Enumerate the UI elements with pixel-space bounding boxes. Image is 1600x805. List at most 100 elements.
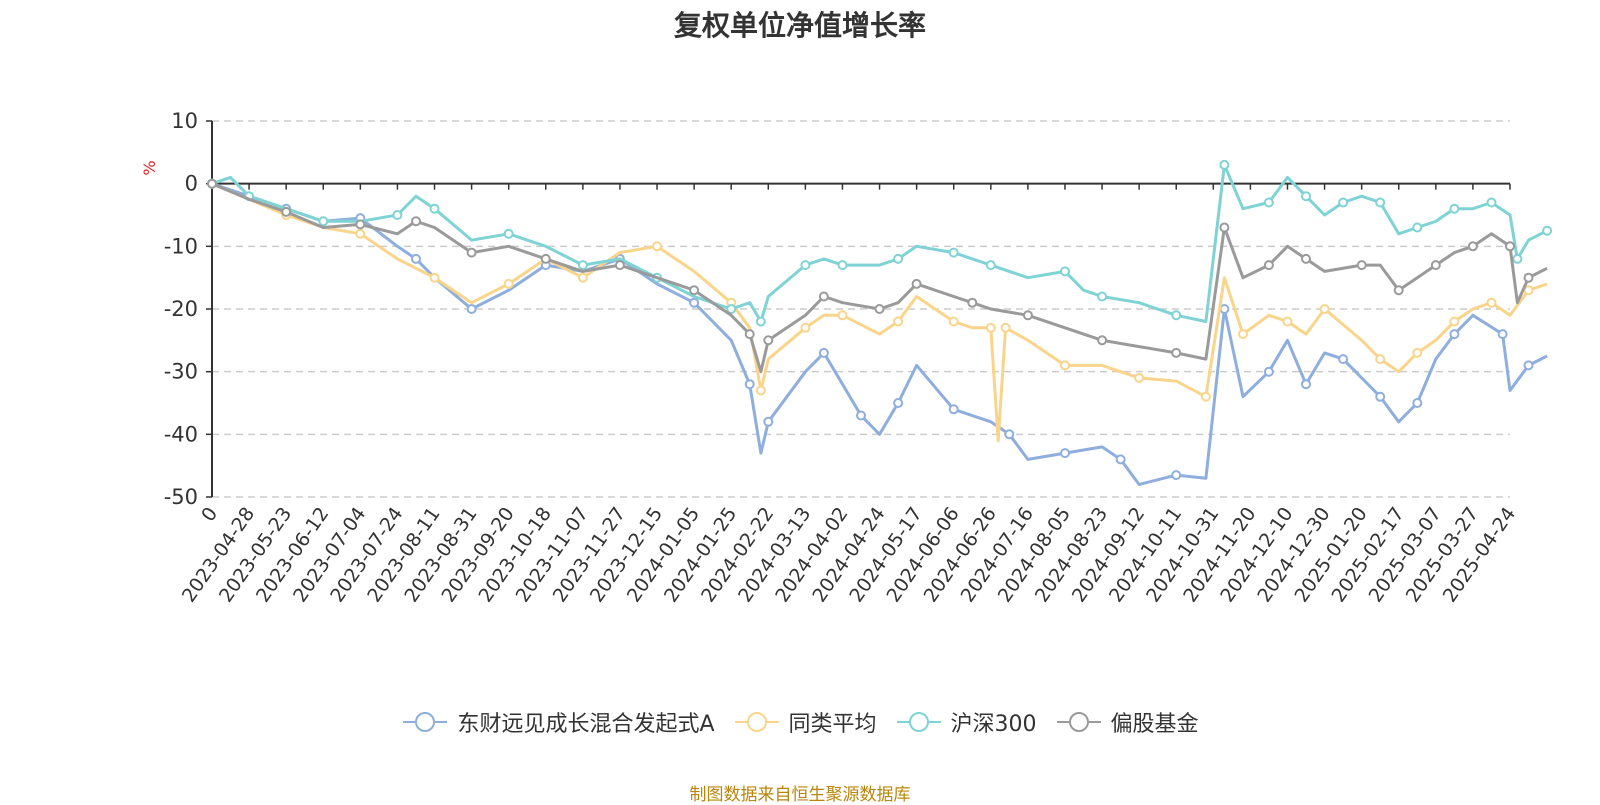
y-axis-label: % <box>140 160 159 175</box>
series-point <box>1219 159 1230 170</box>
series-point <box>755 385 766 396</box>
source-note: 制图数据来自恒生聚源数据库 <box>689 785 911 805</box>
legend-item[interactable]: 同类平均 <box>733 706 877 738</box>
series-point <box>1486 197 1497 208</box>
series-point <box>614 260 625 271</box>
series-point <box>967 297 978 308</box>
legend-label: 同类平均 <box>788 712 877 737</box>
y-tick-label: -50 <box>164 485 198 509</box>
series-point <box>837 260 848 271</box>
series-point <box>1375 391 1386 402</box>
legend-item[interactable]: 东财远见成长混合发起式A <box>401 706 715 738</box>
legend-swatch-marker <box>908 712 929 732</box>
legend-swatch-marker <box>415 712 436 732</box>
series-point <box>503 228 514 239</box>
series-point <box>503 278 514 289</box>
series-point <box>689 297 700 308</box>
series-point <box>1449 329 1460 340</box>
legend: 东财远见成长混合发起式A 同类平均 沪深300 偏股基金 <box>0 706 1600 738</box>
series-point <box>1319 304 1330 314</box>
series-point <box>1263 260 1274 271</box>
series-point <box>1338 197 1349 208</box>
series-point <box>1505 241 1515 252</box>
grid-layer <box>212 120 1510 498</box>
legend-item[interactable]: 沪深300 <box>895 706 1037 738</box>
legend-label: 东财远见成长混合发起式A <box>457 712 715 737</box>
legend-label: 沪深300 <box>950 712 1037 737</box>
series-point <box>1512 253 1523 264</box>
series-point <box>1219 304 1230 314</box>
series-point <box>1263 197 1274 208</box>
series-point <box>1263 366 1274 377</box>
series-point <box>1200 391 1211 402</box>
series-point <box>355 228 366 239</box>
series-point <box>1523 360 1534 371</box>
series-point <box>392 210 403 220</box>
series-point <box>466 247 477 258</box>
series-point <box>207 178 217 189</box>
legend-swatch <box>1056 712 1101 732</box>
y-tick-label: 10 <box>171 109 198 133</box>
y-tick-label: -40 <box>164 422 198 446</box>
series-point <box>1060 448 1070 459</box>
series-point <box>948 404 959 415</box>
series-point <box>911 278 922 289</box>
series-line-2 <box>211 163 1548 323</box>
series-point <box>948 316 959 327</box>
legend-swatch <box>896 712 941 732</box>
series-line-1 <box>211 182 1548 443</box>
series-point <box>1022 310 1033 321</box>
series-point <box>281 206 292 217</box>
series-point <box>1356 260 1367 271</box>
series-point <box>1301 379 1311 390</box>
series-point <box>1301 191 1311 202</box>
series-point <box>893 316 904 327</box>
series-point <box>1171 310 1182 321</box>
series-point <box>1412 398 1423 408</box>
series-point <box>1171 347 1182 358</box>
series-point <box>1282 316 1293 327</box>
series-point <box>1375 354 1386 365</box>
y-tick-label: -10 <box>164 234 198 258</box>
series-point <box>411 216 421 227</box>
series-point <box>1486 297 1497 308</box>
series-point <box>1171 470 1182 481</box>
series-point <box>800 322 811 333</box>
series-line-3 <box>211 182 1548 374</box>
series-point <box>1467 241 1478 252</box>
series-point <box>1523 272 1534 283</box>
chart-title: 复权单位净值增长率 <box>673 9 926 42</box>
series-point <box>689 285 700 296</box>
series-point <box>800 260 811 271</box>
legend-swatch <box>734 712 779 732</box>
series-point <box>763 416 774 427</box>
series-point <box>1412 222 1423 233</box>
series-point <box>985 260 996 271</box>
series-point <box>355 219 366 230</box>
series-point <box>577 260 588 271</box>
series-point <box>755 316 766 327</box>
series-point <box>874 304 885 314</box>
series-point <box>429 272 440 283</box>
series-point <box>652 241 662 252</box>
series-point <box>744 379 755 390</box>
series-point <box>1412 347 1423 358</box>
series-point <box>985 322 996 333</box>
y-tick-label: -20 <box>164 297 198 321</box>
legend-item[interactable]: 偏股基金 <box>1055 706 1199 738</box>
series-point <box>411 253 421 264</box>
y-tick-label: 0 <box>185 172 198 196</box>
series-point <box>466 304 477 314</box>
series-point <box>744 329 755 340</box>
series-point <box>1393 285 1404 296</box>
legend-swatch-marker <box>1068 712 1089 732</box>
series-point <box>1449 316 1460 327</box>
series-point <box>1497 329 1508 340</box>
legend-swatch <box>403 712 448 732</box>
series-layer <box>207 159 1553 486</box>
series-point <box>1004 429 1015 440</box>
series-point <box>893 398 904 408</box>
series-point <box>726 304 737 314</box>
series-point <box>893 253 904 264</box>
series-point <box>1301 253 1311 264</box>
